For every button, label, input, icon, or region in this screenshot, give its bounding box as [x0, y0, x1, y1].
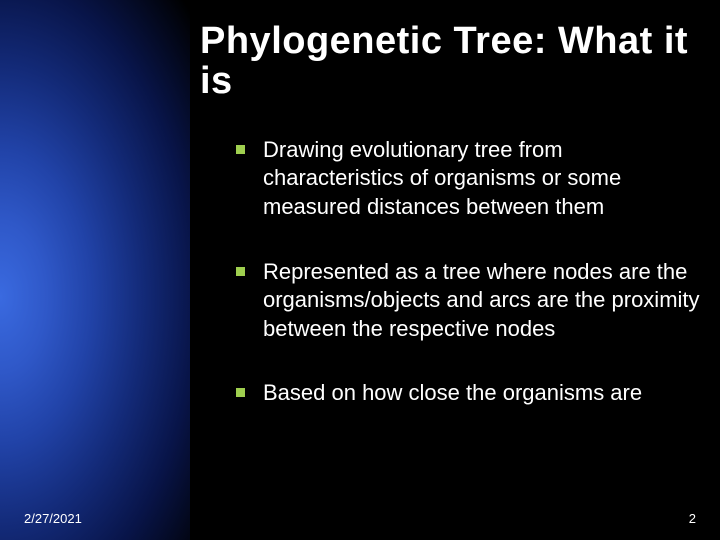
list-item: Based on how close the organisms are: [236, 379, 700, 408]
bullet-text: Drawing evolutionary tree from character…: [263, 136, 700, 222]
bullet-text: Based on how close the organisms are: [263, 379, 642, 408]
square-bullet-icon: [236, 388, 245, 397]
list-item: Represented as a tree where nodes are th…: [236, 258, 700, 344]
bullet-list: Drawing evolutionary tree from character…: [200, 136, 700, 408]
square-bullet-icon: [236, 145, 245, 154]
square-bullet-icon: [236, 267, 245, 276]
slide-title: Phylogenetic Tree: What it is: [200, 22, 700, 102]
side-gradient-panel: [0, 0, 190, 540]
slide-content: Phylogenetic Tree: What it is Drawing ev…: [200, 22, 700, 500]
bullet-text: Represented as a tree where nodes are th…: [263, 258, 700, 344]
footer-page-number: 2: [689, 511, 696, 526]
footer-date: 2/27/2021: [24, 511, 82, 526]
list-item: Drawing evolutionary tree from character…: [236, 136, 700, 222]
